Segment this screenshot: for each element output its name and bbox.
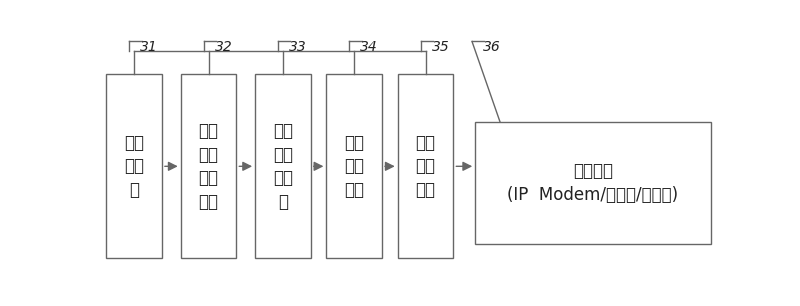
Text: 35: 35	[432, 40, 450, 54]
Text: 32: 32	[214, 40, 233, 54]
Polygon shape	[255, 74, 310, 258]
Text: 33: 33	[289, 40, 307, 54]
Polygon shape	[181, 74, 237, 258]
Text: 通讯
服务
模块: 通讯 服务 模块	[415, 134, 435, 199]
Polygon shape	[475, 121, 710, 244]
Text: 节目
预发
送模
块: 节目 预发 送模 块	[273, 122, 293, 211]
Text: 36: 36	[483, 40, 501, 54]
Polygon shape	[326, 74, 382, 258]
Text: 34: 34	[360, 40, 378, 54]
Polygon shape	[106, 74, 162, 258]
Text: 节目
动态
预览
模块: 节目 动态 预览 模块	[198, 122, 218, 211]
Text: 31: 31	[140, 40, 158, 54]
Polygon shape	[398, 74, 454, 258]
Text: 终端设备
(IP  Modem/控制卡/显示卡): 终端设备 (IP Modem/控制卡/显示卡)	[507, 162, 678, 203]
Text: 节目
编辑
器: 节目 编辑 器	[124, 134, 144, 199]
Text: 协议
处理
模块: 协议 处理 模块	[344, 134, 364, 199]
